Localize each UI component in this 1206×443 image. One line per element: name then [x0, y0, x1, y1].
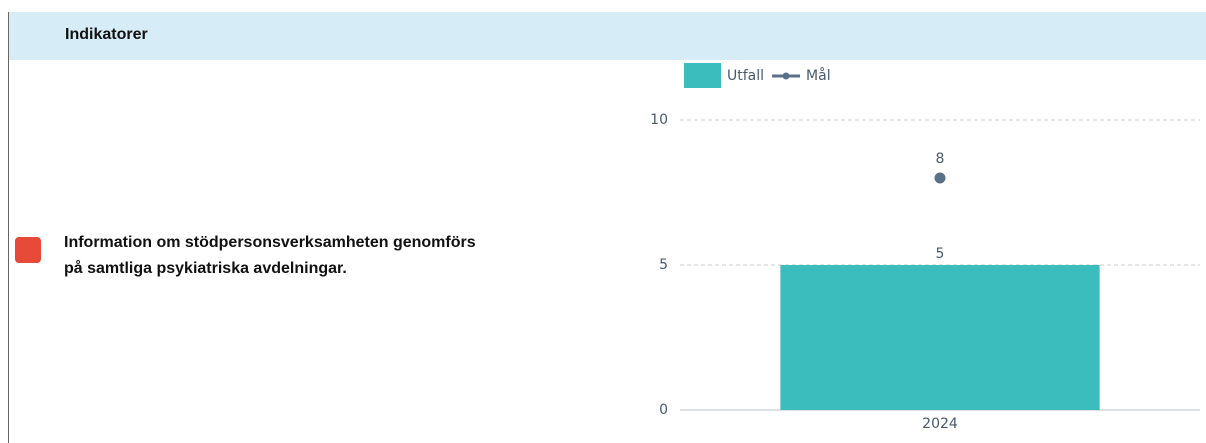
border	[8, 60, 9, 443]
status-icon	[15, 237, 41, 263]
y-tick-label: 10	[650, 112, 668, 128]
x-tick-label: 2024	[922, 416, 958, 432]
legend-label: Mål	[806, 67, 831, 84]
y-tick-label: 5	[659, 257, 668, 273]
data-label: 8	[936, 151, 945, 167]
header: Indikatorer	[8, 12, 1206, 60]
indicator-line: på samtliga psykiatriska avdelningar.	[64, 260, 347, 277]
indicator-line: Information om stödpersonsverksamheten g…	[64, 234, 476, 251]
bar	[780, 265, 1100, 410]
indicator-text: Information om stödpersonsverksamheten g…	[64, 230, 476, 282]
line-point	[934, 172, 946, 184]
legend-label: Utfall	[727, 68, 764, 84]
legend-swatch	[782, 72, 790, 80]
legend-swatch	[684, 63, 721, 88]
header-title: Indikatorer	[65, 26, 148, 43]
data-label: 5	[936, 246, 945, 262]
y-tick-label: 0	[659, 402, 668, 418]
